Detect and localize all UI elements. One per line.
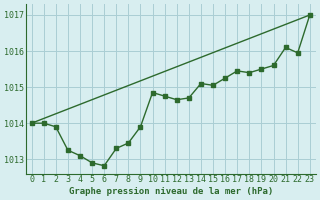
X-axis label: Graphe pression niveau de la mer (hPa): Graphe pression niveau de la mer (hPa) <box>68 187 273 196</box>
